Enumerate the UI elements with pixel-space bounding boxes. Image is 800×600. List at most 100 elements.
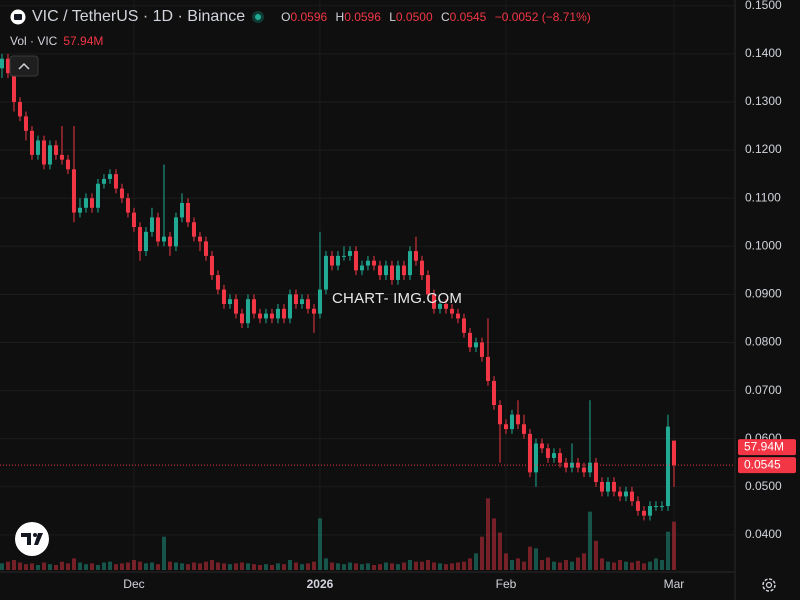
volume-bar <box>395 564 400 570</box>
candle-body <box>17 101 22 117</box>
candle-body <box>419 260 424 276</box>
collapse-button[interactable] <box>9 55 39 77</box>
volume-bar <box>281 564 286 570</box>
candle-body <box>575 462 580 468</box>
volume-bar <box>293 562 298 570</box>
volume-bar <box>155 564 160 570</box>
volume-value: 57.94M <box>63 34 104 48</box>
volume-bar <box>659 560 664 570</box>
candle-body <box>155 217 160 242</box>
volume-bar <box>251 564 256 570</box>
candle-body <box>611 481 616 492</box>
volume-bar <box>125 562 130 570</box>
candle-body <box>659 506 664 508</box>
volume-bar <box>401 562 406 570</box>
x-tick-label: 2026 <box>307 577 334 591</box>
candle-body <box>149 217 154 232</box>
volume-bar <box>629 562 634 570</box>
last-volume-label: 57.94M <box>744 439 784 453</box>
candle-body <box>455 313 460 319</box>
volume-bar <box>83 564 88 570</box>
volume-bar <box>317 518 322 570</box>
volume-bar <box>53 565 58 570</box>
candle-body <box>587 462 592 473</box>
volume-bar <box>341 564 346 570</box>
candle-body <box>203 241 208 256</box>
candle-body <box>425 275 430 295</box>
candle-body <box>395 265 400 280</box>
volume-bar <box>665 531 670 570</box>
volume-bar <box>413 561 418 570</box>
volume-bar <box>563 560 568 570</box>
candle-body <box>71 169 76 213</box>
candle-body <box>317 289 322 314</box>
volume-bar <box>233 563 238 570</box>
volume-bar <box>335 563 340 570</box>
volume-bar <box>167 561 172 570</box>
candle-body <box>179 202 184 218</box>
volume-bar <box>305 563 310 570</box>
candle-body <box>353 251 358 271</box>
y-tick-label: 0.1300 <box>745 94 782 108</box>
volume-bar <box>0 563 4 570</box>
candle-body <box>599 481 604 492</box>
last-price-tag <box>738 457 796 474</box>
candle-body <box>593 462 598 482</box>
candle-body <box>59 154 64 160</box>
tv-logo[interactable] <box>15 522 49 556</box>
volume-bar <box>35 565 40 570</box>
candle-body <box>467 332 472 348</box>
volume-bar <box>383 562 388 570</box>
volume-bar <box>671 521 676 570</box>
volume-bar <box>443 564 448 570</box>
candle-body <box>635 501 640 511</box>
volume-bar <box>569 561 574 570</box>
axes: 0.1500 0.1400 0.1300 0.1200 0.1100 0.1000 0.09… <box>123 0 796 591</box>
candle-body <box>125 198 130 213</box>
volume-bar <box>29 563 34 570</box>
volume-bar <box>371 565 376 570</box>
candle-body <box>359 265 364 271</box>
candle-body <box>263 313 268 319</box>
candle-body <box>617 491 622 497</box>
candle-body <box>503 424 508 430</box>
symbol-icon <box>10 9 26 25</box>
candle-body <box>233 299 238 314</box>
volume-bar <box>473 553 478 570</box>
x-tick-label: Dec <box>123 577 144 591</box>
candle-body <box>407 251 412 276</box>
volume-bar <box>623 561 628 570</box>
volume-bar <box>467 558 472 570</box>
candle-body <box>557 453 562 463</box>
candle-body <box>323 255 328 290</box>
candle-body <box>131 212 136 228</box>
candle-body <box>311 308 316 314</box>
volume-bar <box>611 562 616 570</box>
candle-body <box>533 443 538 473</box>
candle-body <box>341 255 346 257</box>
candle-body <box>461 318 466 333</box>
candle-body <box>161 236 166 242</box>
candle-body <box>89 198 94 208</box>
volume-bar <box>149 562 154 570</box>
volume-bar <box>203 561 208 570</box>
volume-bar <box>365 563 370 570</box>
volume-bar <box>527 546 532 570</box>
volume-bar <box>539 560 544 570</box>
volume-bar <box>239 562 244 570</box>
volume-bar <box>497 532 502 570</box>
volume-bar <box>389 563 394 570</box>
volume-bar <box>143 563 148 570</box>
volume-bar <box>47 564 52 570</box>
volume-bar <box>653 558 658 570</box>
candle-body <box>305 299 310 309</box>
candle-body <box>215 275 220 290</box>
candle-body <box>299 299 304 304</box>
settings-button[interactable] <box>762 578 776 592</box>
candle-body <box>239 313 244 324</box>
open-value: 0.0596 <box>290 10 328 24</box>
volume-bar <box>485 498 490 570</box>
candle-body <box>287 294 292 319</box>
candle-body <box>29 130 34 155</box>
